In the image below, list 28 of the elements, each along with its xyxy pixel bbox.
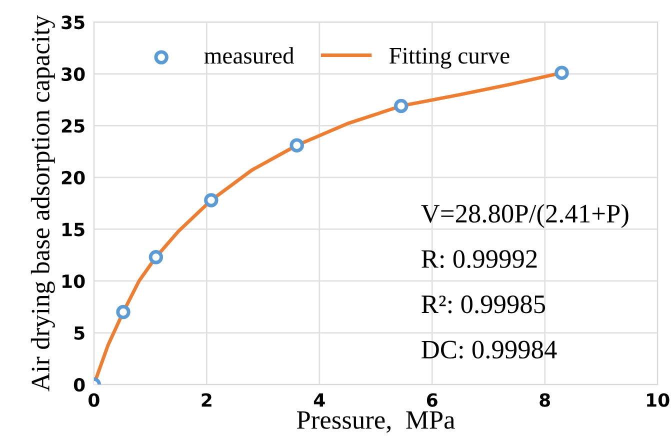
point [116,304,130,320]
annotation: DC: 0.99984 [422,340,557,359]
x-tick-label: 4 [314,393,325,407]
y-axis-title: Air drying base adsorption capacity [30,15,55,392]
x-tick-label: 6 [426,393,438,407]
x-tick-label: 0 [88,393,100,407]
point [148,250,164,264]
y-tick-label: 35 [62,16,84,30]
annotation: R: 0.99992 [422,250,537,268]
y-tick-label: 25 [62,119,84,133]
y-tick-label: 30 [62,67,85,81]
point [204,193,218,208]
point [290,138,304,152]
y-tick-label: 0 [74,378,85,392]
x-axis-title: Pressure, MPa [296,411,455,433]
y-tick-label: 20 [62,170,85,185]
annotation: V=28.80P/(2.41+P) [421,204,628,228]
point [554,66,569,80]
x-tick-label: 2 [202,393,212,407]
x-tick-label: 10 [647,393,670,407]
y-tick-label: 10 [62,274,85,288]
legend-label: measured [204,47,294,64]
legend-label: Fitting curve [389,48,510,69]
annotation: R²: 0.99985 [422,295,546,314]
x-tick-label: 8 [540,393,550,407]
y-tick-label: 15 [62,222,84,236]
point [394,98,408,114]
y-tick-label: 5 [74,326,84,340]
